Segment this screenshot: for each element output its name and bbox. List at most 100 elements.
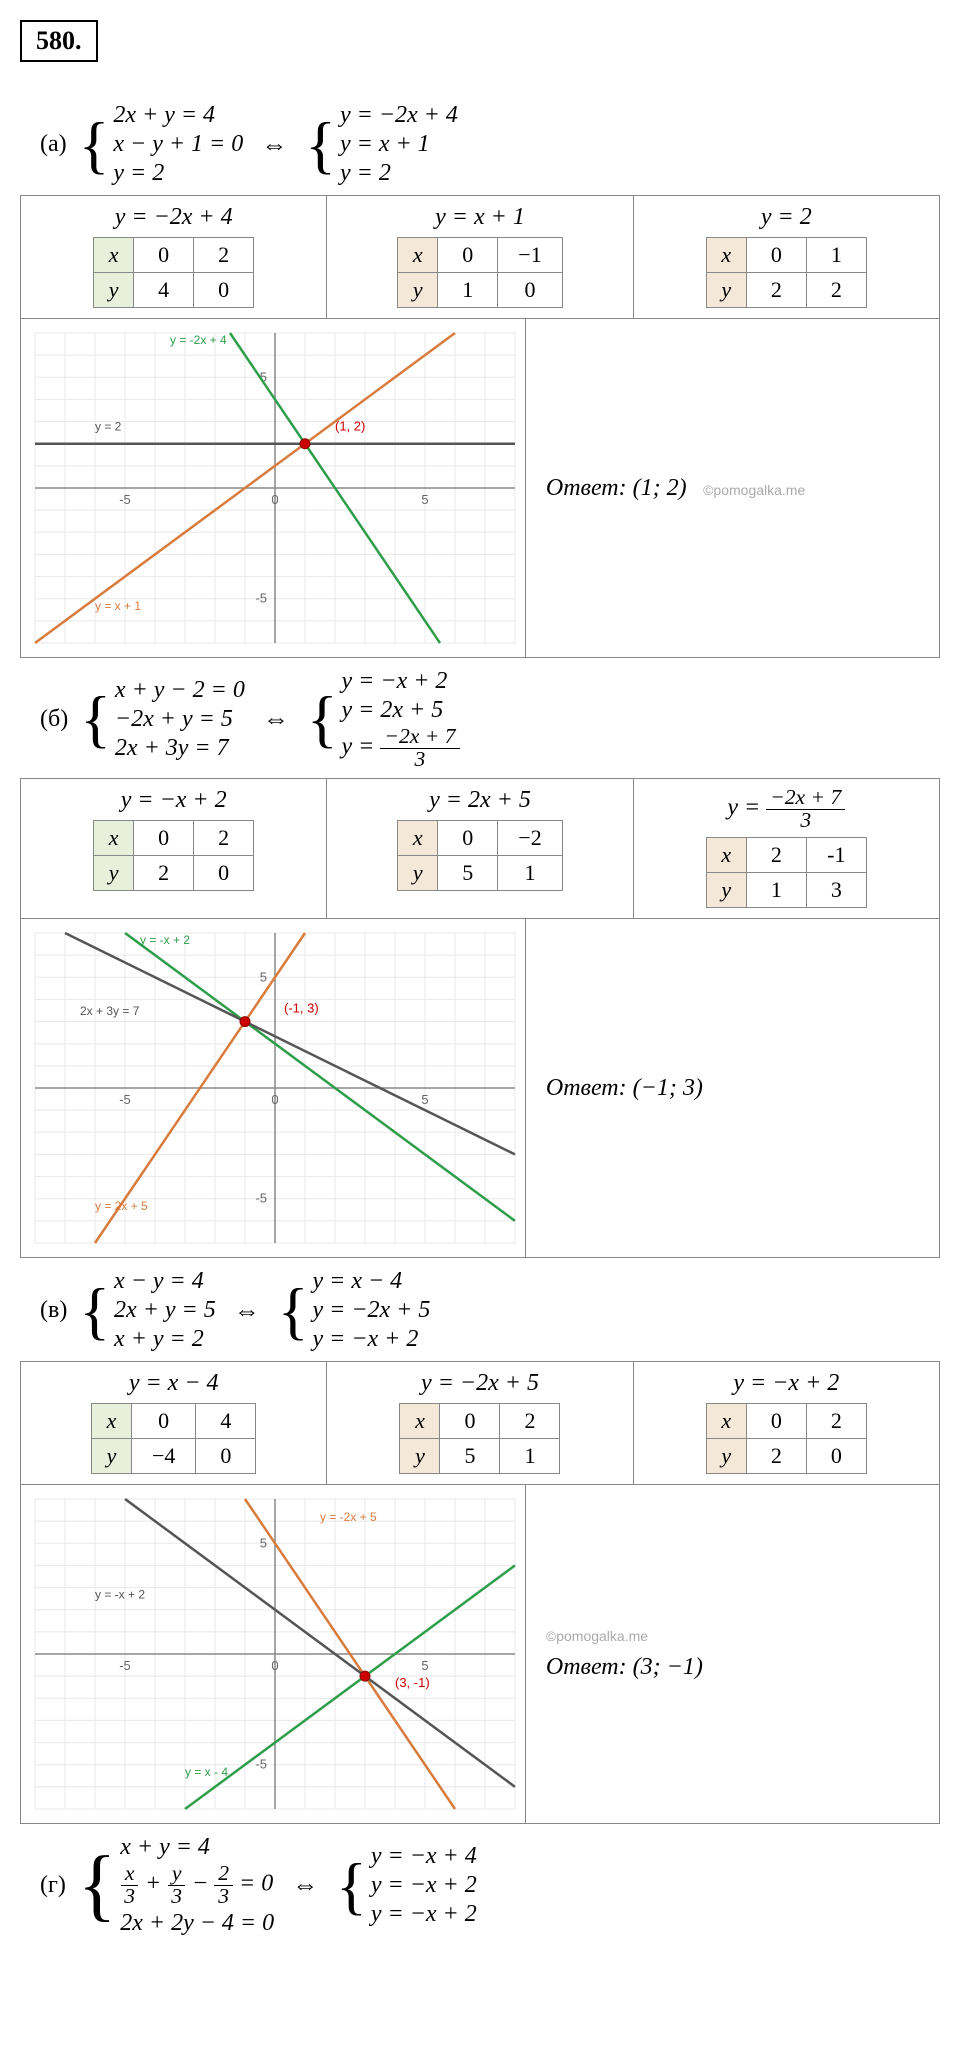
answer-b-cell: Ответ: (−1; 3) <box>526 919 939 1257</box>
brace-icon: { <box>305 116 336 174</box>
table-title: y = −2x + 5 <box>337 1370 622 1397</box>
table-cell-value: 5 <box>440 1439 500 1474</box>
iff-icon: ⇔ <box>263 704 289 734</box>
brace-icon: { <box>307 690 338 748</box>
graph-c: -505-55y = x - 4y = -2x + 5y = -x + 2(3,… <box>21 1485 526 1823</box>
table-cell-value: 3 <box>806 873 866 908</box>
svg-text:(1, 2): (1, 2) <box>335 418 365 433</box>
chart-svg: -505-55y = -2x + 4y = x + 1y = 2(1, 2) <box>25 323 525 653</box>
table-title: y = −2x + 73 <box>644 787 929 831</box>
svg-text:y = -2x + 5: y = -2x + 5 <box>320 1511 377 1525</box>
part-c-label: (в) <box>40 1297 67 1324</box>
table-cell-value: 2 <box>194 238 254 273</box>
data-table: x02y51 <box>399 1403 560 1474</box>
svg-text:5: 5 <box>421 492 428 507</box>
svg-text:y = 2x + 5: y = 2x + 5 <box>95 1199 148 1213</box>
svg-text:-5: -5 <box>255 1191 267 1206</box>
table-cell-value: 2 <box>806 1404 866 1439</box>
brace-icon: { <box>336 1857 367 1915</box>
chart-svg: -505-55y = x - 4y = -2x + 5y = -x + 2(3,… <box>25 1489 525 1819</box>
table-cell-value: y <box>91 1439 131 1474</box>
table-cell-value: y <box>398 273 438 308</box>
svg-text:0: 0 <box>271 1092 278 1107</box>
svg-text:(3, -1): (3, -1) <box>395 1676 430 1691</box>
table-title: y = −x + 2 <box>31 787 316 814</box>
answer-b: Ответ: (−1; 3) <box>546 1075 919 1102</box>
table-cell-value: 0 <box>498 273 562 308</box>
table-cell: y = 2 x01y22 <box>634 196 939 318</box>
data-table: x01y22 <box>706 237 867 308</box>
table-cell-value: x <box>398 821 438 856</box>
graph-a: -505-55y = -2x + 4y = x + 1y = 2(1, 2) <box>21 319 526 657</box>
table-cell-value: x <box>706 838 746 873</box>
svg-text:y = -2x + 4: y = -2x + 4 <box>170 333 227 347</box>
table-cell-value: 2 <box>806 273 866 308</box>
svg-text:5: 5 <box>421 1092 428 1107</box>
sys-d-right: y = −x + 4 y = −x + 2 y = −x + 2 <box>371 1843 477 1928</box>
table-cell-value: x <box>400 1404 440 1439</box>
table-cell: y = 2x + 5x0−2y51 <box>327 779 633 918</box>
sys-b-left: x + y − 2 = 0 −2x + y = 5 2x + 3y = 7 <box>115 677 245 762</box>
table-title: y = 2 <box>644 204 929 231</box>
table-cell-value: y <box>398 856 438 891</box>
svg-text:-5: -5 <box>119 1658 131 1673</box>
table-cell-value: 2 <box>134 856 194 891</box>
table-cell-value: x <box>398 238 438 273</box>
table-cell-value: 1 <box>806 238 866 273</box>
part-b-graph-row: -505-55y = -x + 2y = 2x + 52x + 3y = 7(-… <box>20 919 940 1258</box>
sys-a-left: 2x + y = 4 x − y + 1 = 0 y = 2 <box>113 102 243 187</box>
table-cell-value: 5 <box>438 856 498 891</box>
table-title: y = x − 4 <box>31 1370 316 1397</box>
table-cell-value: 1 <box>500 1439 560 1474</box>
table-cell-value: 2 <box>194 821 254 856</box>
table-cell-value: 0 <box>440 1404 500 1439</box>
table-cell-value: 2 <box>746 273 806 308</box>
table-cell-value: y <box>706 873 746 908</box>
svg-text:5: 5 <box>260 1536 267 1551</box>
data-table: x2-1y13 <box>706 837 867 908</box>
problem-number: 580. <box>20 20 98 62</box>
svg-text:5: 5 <box>260 970 267 985</box>
table-cell: y = x + 1x0−1y10 <box>327 196 633 318</box>
table-cell-value: 0 <box>196 1439 256 1474</box>
table-cell-value: 1 <box>498 856 562 891</box>
table-cell-value: 1 <box>438 273 498 308</box>
sys-c-right: y = x − 4 y = −2x + 5 y = −x + 2 <box>312 1268 430 1353</box>
table-cell-value: 1 <box>746 873 806 908</box>
table-title: y = x + 1 <box>337 204 622 231</box>
sys-b-right: y = −x + 2 y = 2x + 5 y = −2x + 73 <box>342 668 460 770</box>
table-cell-value: -1 <box>806 838 866 873</box>
table-cell-value: 2 <box>500 1404 560 1439</box>
table-title: y = 2x + 5 <box>337 787 622 814</box>
table-cell-value: 4 <box>134 273 194 308</box>
svg-text:-5: -5 <box>255 591 267 606</box>
answer-a: Ответ: (1; 2) <box>546 475 687 501</box>
table-cell-value: x <box>94 238 134 273</box>
table-cell-value: x <box>91 1404 131 1439</box>
brace-icon: { <box>79 1282 110 1340</box>
table-cell-value: −4 <box>131 1439 195 1474</box>
table-cell-value: 0 <box>194 273 254 308</box>
table-cell-value: 0 <box>134 238 194 273</box>
table-cell: y = −2x + 5 x02y51 <box>327 1362 633 1484</box>
data-table: x02y20 <box>706 1403 867 1474</box>
table-cell-value: 0 <box>746 238 806 273</box>
sys-c-left: x − y = 4 2x + y = 5 x + y = 2 <box>114 1268 216 1353</box>
svg-text:0: 0 <box>271 1658 278 1673</box>
data-table: x0−1y10 <box>397 237 562 308</box>
data-table: x02y20 <box>93 820 254 891</box>
brace-icon: { <box>79 116 110 174</box>
table-cell-value: 0 <box>806 1439 866 1474</box>
table-cell-value: −1 <box>498 238 562 273</box>
table-cell-value: 0 <box>746 1404 806 1439</box>
data-table: x02y40 <box>93 237 254 308</box>
part-c-graph-row: -505-55y = x - 4y = -2x + 5y = -x + 2(3,… <box>20 1485 940 1824</box>
svg-text:y = x + 1: y = x + 1 <box>95 599 141 613</box>
part-a-tables: y = −2x + 4x02y40y = x + 1x0−1y10y = 2x0… <box>20 195 940 319</box>
table-cell-value: y <box>94 856 134 891</box>
part-a-label: (а) <box>40 131 67 158</box>
brace-icon: { <box>78 1849 116 1921</box>
table-cell: y = −x + 2x02y20 <box>634 1362 939 1484</box>
iff-icon: ⇔ <box>292 1870 318 1900</box>
svg-text:y = 2: y = 2 <box>95 419 122 433</box>
